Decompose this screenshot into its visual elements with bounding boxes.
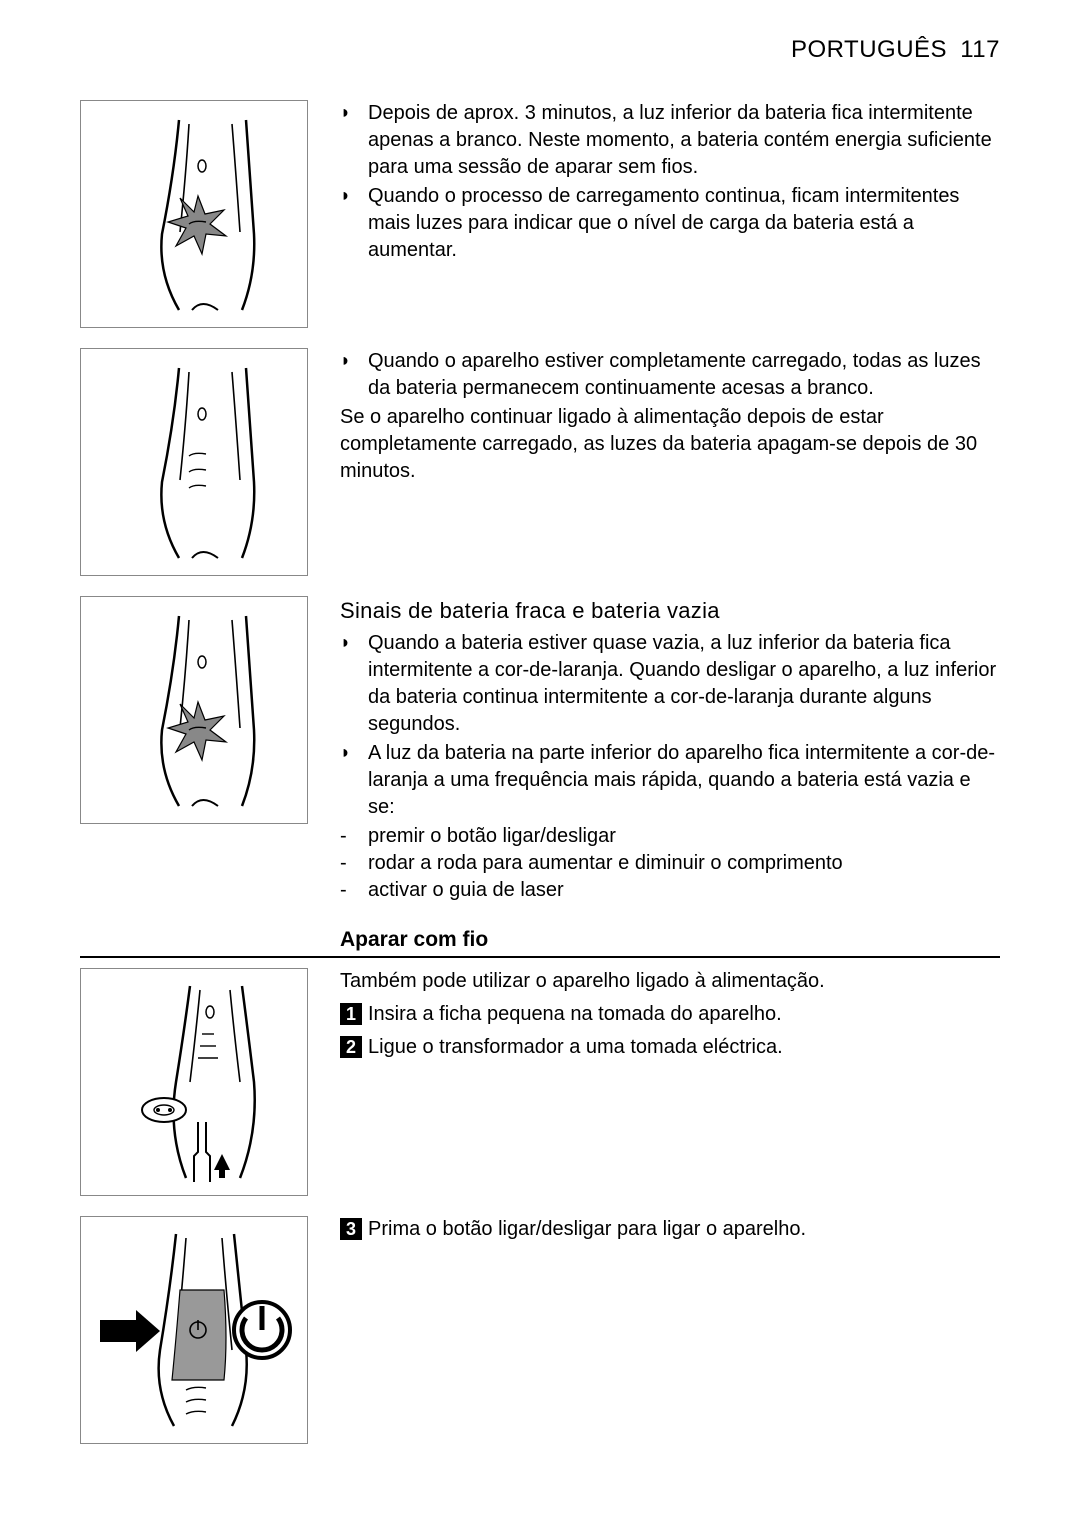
step-text: Insira a ficha pequena na tomada do apar… <box>368 1003 782 1025</box>
section-row: Aparar com fio <box>80 916 1000 956</box>
page-header: PORTUGUÊS 117 <box>80 36 1000 64</box>
block-low-battery: Sinais de bateria fraca e bateria vazia … <box>80 596 1000 904</box>
list-item: Depois de aprox. 3 minutos, a luz inferi… <box>340 100 1000 181</box>
step-badge: 1 <box>340 1003 362 1025</box>
list-item: A luz da bateria na parte inferior do ap… <box>340 740 1000 821</box>
list-item: rodar a roda para aumentar e diminuir o … <box>340 850 1000 877</box>
language-label: PORTUGUÊS <box>791 36 947 63</box>
paragraph: Se o aparelho continuar ligado à aliment… <box>340 404 1000 485</box>
block-corded-use: Também pode utilizar o aparelho ligado à… <box>80 968 1000 1204</box>
step-line: 1 Insira a ficha pequena na tomada do apa… <box>340 1001 1000 1028</box>
block-charging-start: Depois de aprox. 3 minutos, a luz inferi… <box>80 100 1000 336</box>
figure-power-on <box>80 1216 308 1444</box>
step-line: 3 Prima o botão ligar/desligar para ligar… <box>340 1216 1000 1243</box>
list-item: Quando a bateria estiver quase vazia, a … <box>340 630 1000 738</box>
list-item: Quando o processo de carregamento contin… <box>340 183 1000 264</box>
figure-fully-charged <box>80 348 308 576</box>
block-fully-charged: Quando o aparelho estiver completamente … <box>80 348 1000 584</box>
bullet-list: Depois de aprox. 3 minutos, a luz inferi… <box>340 100 1000 264</box>
step-line: 2 Ligue o transformador a uma tomada eléc… <box>340 1034 1000 1061</box>
bullet-list: Quando o aparelho estiver completamente … <box>340 348 1000 402</box>
bullet-list: Quando a bateria estiver quase vazia, a … <box>340 630 1000 821</box>
step-badge: 3 <box>340 1218 362 1240</box>
step-text: Prima o botão ligar/desligar para ligar … <box>368 1218 806 1240</box>
figure-low-battery <box>80 596 308 824</box>
figure-charging-flash <box>80 100 308 328</box>
page-number: 117 <box>960 36 1000 63</box>
section-heading: Aparar com fio <box>340 926 1000 954</box>
figure-plug-in <box>80 968 308 1196</box>
subheading: Sinais de bateria fraca e bateria vazia <box>340 596 1000 626</box>
list-item: premir o botão ligar/desligar <box>340 823 1000 850</box>
dash-list: premir o botão ligar/desligar rodar a ro… <box>340 823 1000 904</box>
step-text: Ligue o transformador a uma tomada eléct… <box>368 1036 783 1058</box>
list-item: activar o guia de laser <box>340 877 1000 904</box>
list-item: Quando o aparelho estiver completamente … <box>340 348 1000 402</box>
manual-page: PORTUGUÊS 117 <box>0 0 1080 1532</box>
block-power-on: 3 Prima o botão ligar/desligar para ligar… <box>80 1216 1000 1452</box>
paragraph: Também pode utilizar o aparelho ligado à… <box>340 968 1000 995</box>
step-badge: 2 <box>340 1036 362 1058</box>
section-rule <box>80 956 1000 958</box>
